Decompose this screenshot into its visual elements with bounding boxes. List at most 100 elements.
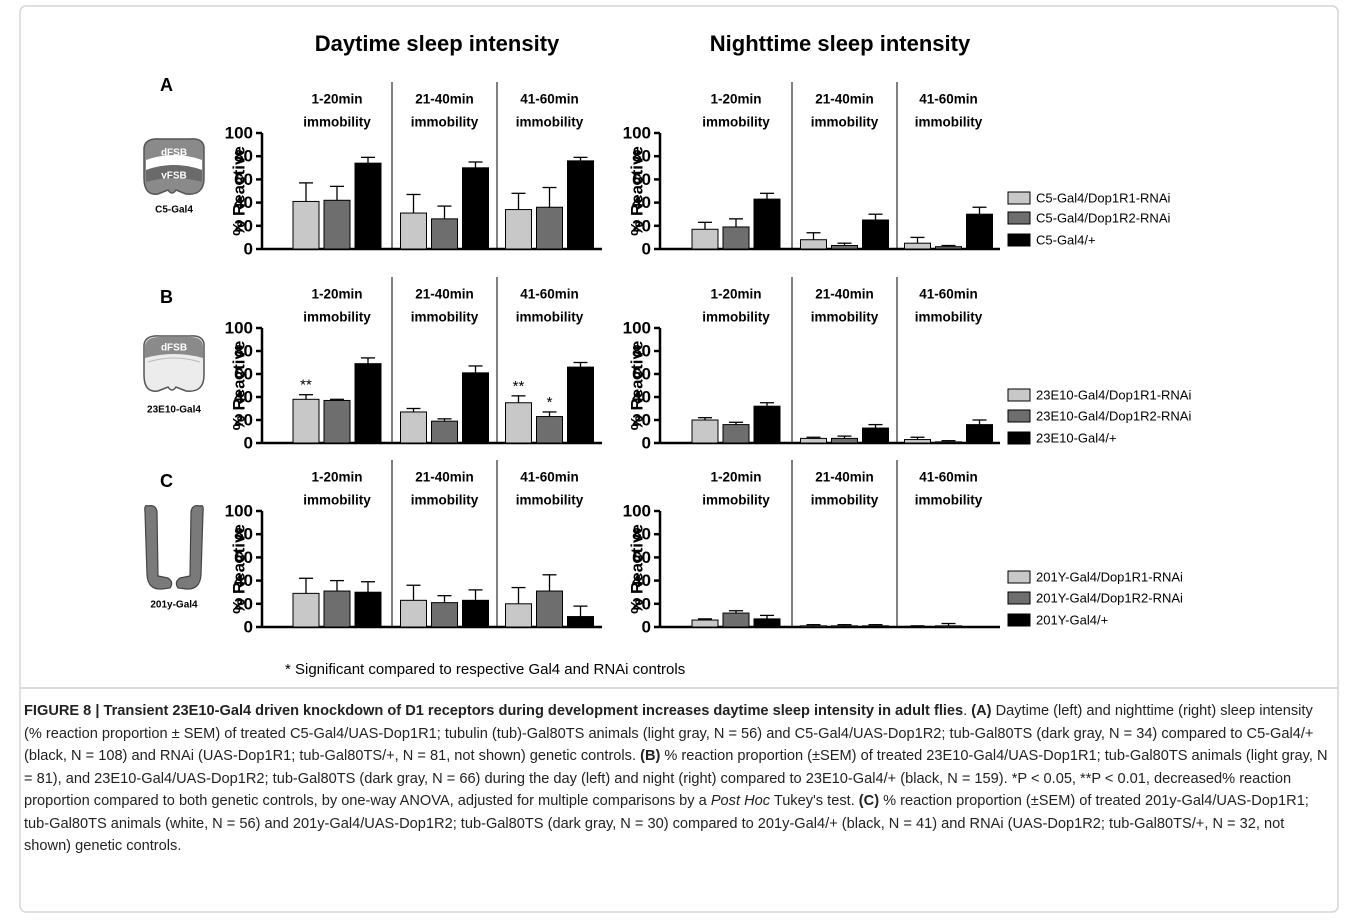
group-label: immobility <box>702 310 770 325</box>
bar <box>324 591 350 627</box>
bar <box>832 246 858 249</box>
bar <box>463 168 489 249</box>
bar <box>324 200 350 249</box>
y-tick-label: 100 <box>225 501 253 520</box>
bar <box>936 626 962 627</box>
y-axis-label: % Reactive <box>229 146 248 236</box>
bar <box>967 214 993 249</box>
legend-label: 201Y-Gal4/Dop1R2-RNAi <box>1036 590 1183 605</box>
group-label: 21-40min <box>415 287 474 302</box>
y-tick-label: 0 <box>642 433 651 452</box>
bar <box>355 364 381 443</box>
legend-swatch <box>1008 571 1030 583</box>
group-label: immobility <box>303 493 371 508</box>
y-tick-label: 0 <box>642 617 651 636</box>
legend-swatch <box>1008 614 1030 626</box>
group-label: immobility <box>811 493 879 508</box>
bar <box>723 425 749 443</box>
bar <box>432 421 458 443</box>
caption-run: Tukey's test. <box>770 793 859 809</box>
bar <box>905 626 931 627</box>
legend-label: C5-Gal4/Dop1R2-RNAi <box>1036 210 1170 225</box>
group-label: immobility <box>516 493 584 508</box>
bar <box>568 161 594 249</box>
bar <box>324 400 350 443</box>
bar <box>537 207 563 249</box>
legend-swatch <box>1008 212 1030 224</box>
group-label: immobility <box>915 115 983 130</box>
bar <box>832 626 858 627</box>
bar <box>401 412 427 443</box>
icon-label: vFSB <box>161 171 187 182</box>
bar <box>463 600 489 627</box>
group-label: 41-60min <box>520 92 579 107</box>
group-label: immobility <box>915 310 983 325</box>
legend-swatch <box>1008 192 1030 204</box>
bar <box>692 420 718 443</box>
bar <box>936 247 962 249</box>
bar <box>506 604 532 627</box>
y-tick-label: 0 <box>244 239 253 258</box>
group-label: 21-40min <box>415 92 474 107</box>
group-label: 21-40min <box>815 287 874 302</box>
bar <box>967 425 993 443</box>
bar <box>537 591 563 627</box>
group-label: 41-60min <box>919 92 978 107</box>
legend-swatch <box>1008 389 1030 401</box>
legend-swatch <box>1008 592 1030 604</box>
legend-label: C5-Gal4/Dop1R1-RNAi <box>1036 190 1170 205</box>
bar <box>801 240 827 249</box>
bar <box>432 603 458 627</box>
bar <box>401 600 427 627</box>
group-label: immobility <box>411 493 479 508</box>
y-tick-label: 100 <box>623 318 651 337</box>
group-label: immobility <box>702 493 770 508</box>
y-tick-label: 100 <box>225 123 253 142</box>
group-label: immobility <box>411 115 479 130</box>
bar <box>506 210 532 249</box>
significance-label: ** <box>300 377 312 394</box>
page: { "column_titles": ["Daytime sleep inten… <box>0 0 1358 922</box>
group-label: 41-60min <box>520 287 579 302</box>
y-axis-label: % Reactive <box>229 524 248 614</box>
group-label: immobility <box>516 115 584 130</box>
bar <box>293 593 319 627</box>
bar <box>801 626 827 627</box>
icon-label: 201y-Gal4 <box>150 600 198 611</box>
y-axis-label: % Reactive <box>627 146 646 236</box>
icon-label: C5-Gal4 <box>155 205 193 216</box>
bar <box>723 613 749 627</box>
bar <box>293 399 319 443</box>
panel-letter: B <box>160 287 173 307</box>
bar <box>863 626 889 627</box>
bar <box>905 440 931 443</box>
icon-label: dFSB <box>161 148 187 159</box>
y-tick-label: 0 <box>244 617 253 636</box>
bar <box>537 417 563 443</box>
bar <box>754 199 780 249</box>
bar <box>401 213 427 249</box>
legend-label: 23E10-Gal4/Dop1R1-RNAi <box>1036 387 1191 402</box>
y-tick-label: 100 <box>623 123 651 142</box>
group-label: 21-40min <box>415 470 474 485</box>
group-label: immobility <box>915 493 983 508</box>
group-label: 1-20min <box>311 470 362 485</box>
y-axis-label: % Reactive <box>229 341 248 431</box>
bar <box>568 617 594 627</box>
bar <box>692 620 718 627</box>
caption-run: (B) <box>640 748 660 764</box>
bar <box>905 243 931 249</box>
group-label: 1-20min <box>311 92 362 107</box>
footnote: * Significant compared to respective Gal… <box>285 661 685 678</box>
bar <box>754 406 780 443</box>
group-label: immobility <box>702 115 770 130</box>
bar <box>355 592 381 627</box>
bar <box>832 438 858 443</box>
group-label: 41-60min <box>919 470 978 485</box>
group-label: 1-20min <box>710 470 761 485</box>
panel-letter: C <box>160 471 173 491</box>
bar <box>936 442 962 443</box>
caption-run: Post Hoc <box>711 793 770 809</box>
group-label: 21-40min <box>815 470 874 485</box>
significance-label: ** <box>513 378 525 395</box>
